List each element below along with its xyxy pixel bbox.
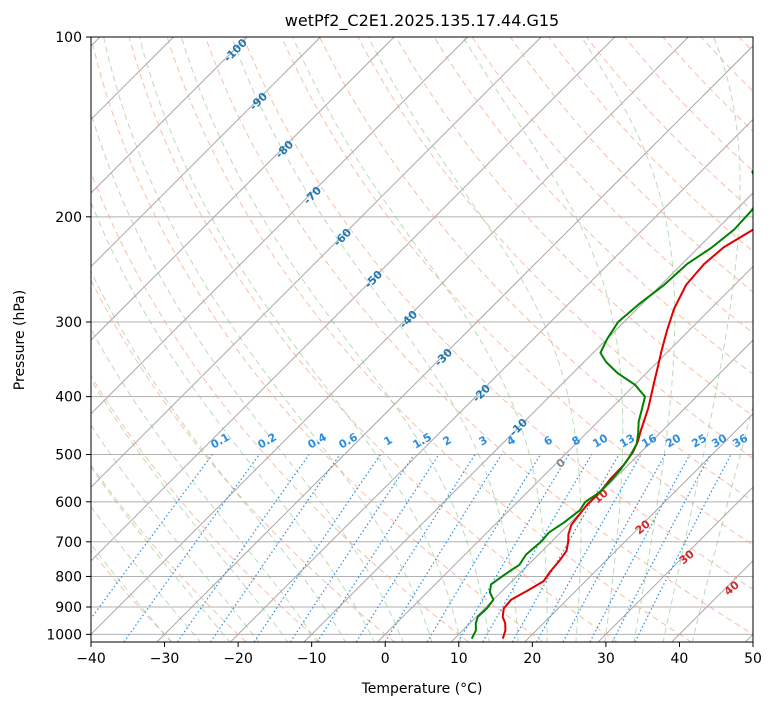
moist-adiabat-line	[91, 378, 289, 642]
isotherm-line	[91, 37, 542, 488]
mixing-ratio-line	[91, 454, 213, 620]
moist-adiabat-line	[581, 37, 676, 642]
isotherm-line	[91, 37, 248, 194]
y-tick-label: 200	[55, 210, 82, 226]
y-axis-label: Pressure (hPa)	[12, 290, 28, 390]
dry-adiabat-line	[91, 279, 395, 642]
dry-adiabat-line	[91, 171, 470, 642]
sounding-profiles	[471, 169, 753, 639]
x-tick-label: 0	[381, 651, 390, 667]
dry-adiabat-line	[91, 374, 321, 642]
isotherm-line	[91, 37, 321, 268]
moist-adiabat-line	[138, 37, 462, 642]
isotherm-line	[91, 37, 689, 636]
y-tick-label: 700	[55, 535, 82, 551]
dry-adiabat-line	[166, 37, 692, 642]
chart-title: wetPf2_C2E1.2025.135.17.44.G15	[285, 11, 559, 31]
x-axis-label: Temperature (°C)	[361, 681, 483, 697]
dewpoint-profile-line	[471, 169, 753, 639]
mixing-ratio-line	[426, 454, 541, 642]
moist-adiabat-line	[91, 111, 404, 642]
mixing-ratio-line	[562, 454, 666, 642]
moist-adiabat-line	[292, 37, 548, 642]
mixing-ratio-line	[589, 454, 691, 642]
mixing-ratio-line	[482, 454, 593, 642]
dry-adiabat-line	[204, 37, 753, 635]
isotherm-line	[597, 486, 753, 642]
isotherm-line	[91, 37, 469, 415]
isotherm-line	[377, 265, 753, 642]
y-tick-label: 300	[55, 315, 82, 331]
moist-adiabat-line	[91, 505, 202, 642]
isotherm-line	[450, 339, 753, 642]
dry-adiabat-line	[281, 37, 753, 546]
dry-adiabat-line	[91, 37, 544, 642]
moist-adiabat-line	[91, 270, 347, 642]
moist-adiabat-line	[462, 37, 624, 642]
x-tick-label: −40	[76, 651, 106, 667]
moist-adiabat-line	[103, 37, 433, 642]
moist-adiabat-line	[231, 37, 519, 642]
mixing-ratio-line	[123, 454, 260, 642]
x-tick-label: 20	[523, 651, 541, 667]
plot-frame	[90, 36, 754, 643]
plot-area	[91, 37, 753, 642]
mixing-ratio-line	[253, 454, 381, 642]
mixing-ratio-lines	[91, 454, 732, 642]
moist-adiabat-line	[367, 37, 582, 642]
y-tick-label: 400	[55, 390, 82, 406]
y-tick-label: 600	[55, 495, 82, 511]
dry-adiabat-line	[91, 464, 247, 642]
mixing-ratio-line	[289, 454, 415, 642]
moist-adiabat-line	[91, 466, 231, 642]
moist-adiabat-line	[91, 328, 318, 642]
isotherm-line	[156, 45, 753, 642]
y-tick-label: 1000	[46, 627, 82, 643]
pressure-gridlines	[91, 37, 753, 635]
x-tick-label: 50	[744, 651, 762, 667]
x-tick-label: −30	[150, 651, 180, 667]
moist-adiabat-line	[662, 37, 741, 642]
x-tick-label: −10	[297, 651, 327, 667]
moist-adiabat-line	[91, 201, 375, 642]
moist-adiabat-line	[180, 37, 490, 642]
dry-adiabats	[91, 37, 753, 642]
isotherm-line	[524, 412, 753, 642]
x-tick-label: 30	[597, 651, 615, 667]
y-tick-label: 900	[55, 600, 82, 616]
temperature-profile-line	[501, 228, 753, 639]
y-tick-label: 800	[55, 569, 82, 585]
mixing-ratio-line	[316, 454, 440, 642]
y-tick-label: 100	[55, 30, 82, 46]
dry-adiabat-line	[128, 37, 618, 642]
dry-adiabat-line	[509, 37, 753, 293]
axes-ticks: −40 −30 −20 −10 0 10 20 30 40 50 100 200 300 400 500 60…	[46, 30, 762, 667]
skewed-isotherms	[91, 37, 753, 642]
x-tick-label: −20	[223, 651, 253, 667]
mixing-ratio-line	[210, 454, 341, 642]
isotherm-line	[91, 37, 616, 562]
moist-adiabat-line	[691, 404, 753, 642]
dry-adiabat-line	[471, 37, 753, 334]
moist-adiabats	[91, 37, 753, 642]
dry-adiabat-line	[319, 37, 753, 502]
y-tick-label: 500	[55, 448, 82, 464]
moist-adiabat-line	[91, 543, 172, 642]
isotherm-line	[230, 118, 753, 642]
isotherm-line	[91, 37, 395, 341]
mixing-ratio-line	[457, 454, 570, 642]
x-tick-label: 40	[671, 651, 689, 667]
mixing-ratio-line	[176, 454, 310, 642]
x-tick-label: 10	[450, 651, 468, 667]
moist-adiabat-line	[91, 424, 260, 642]
